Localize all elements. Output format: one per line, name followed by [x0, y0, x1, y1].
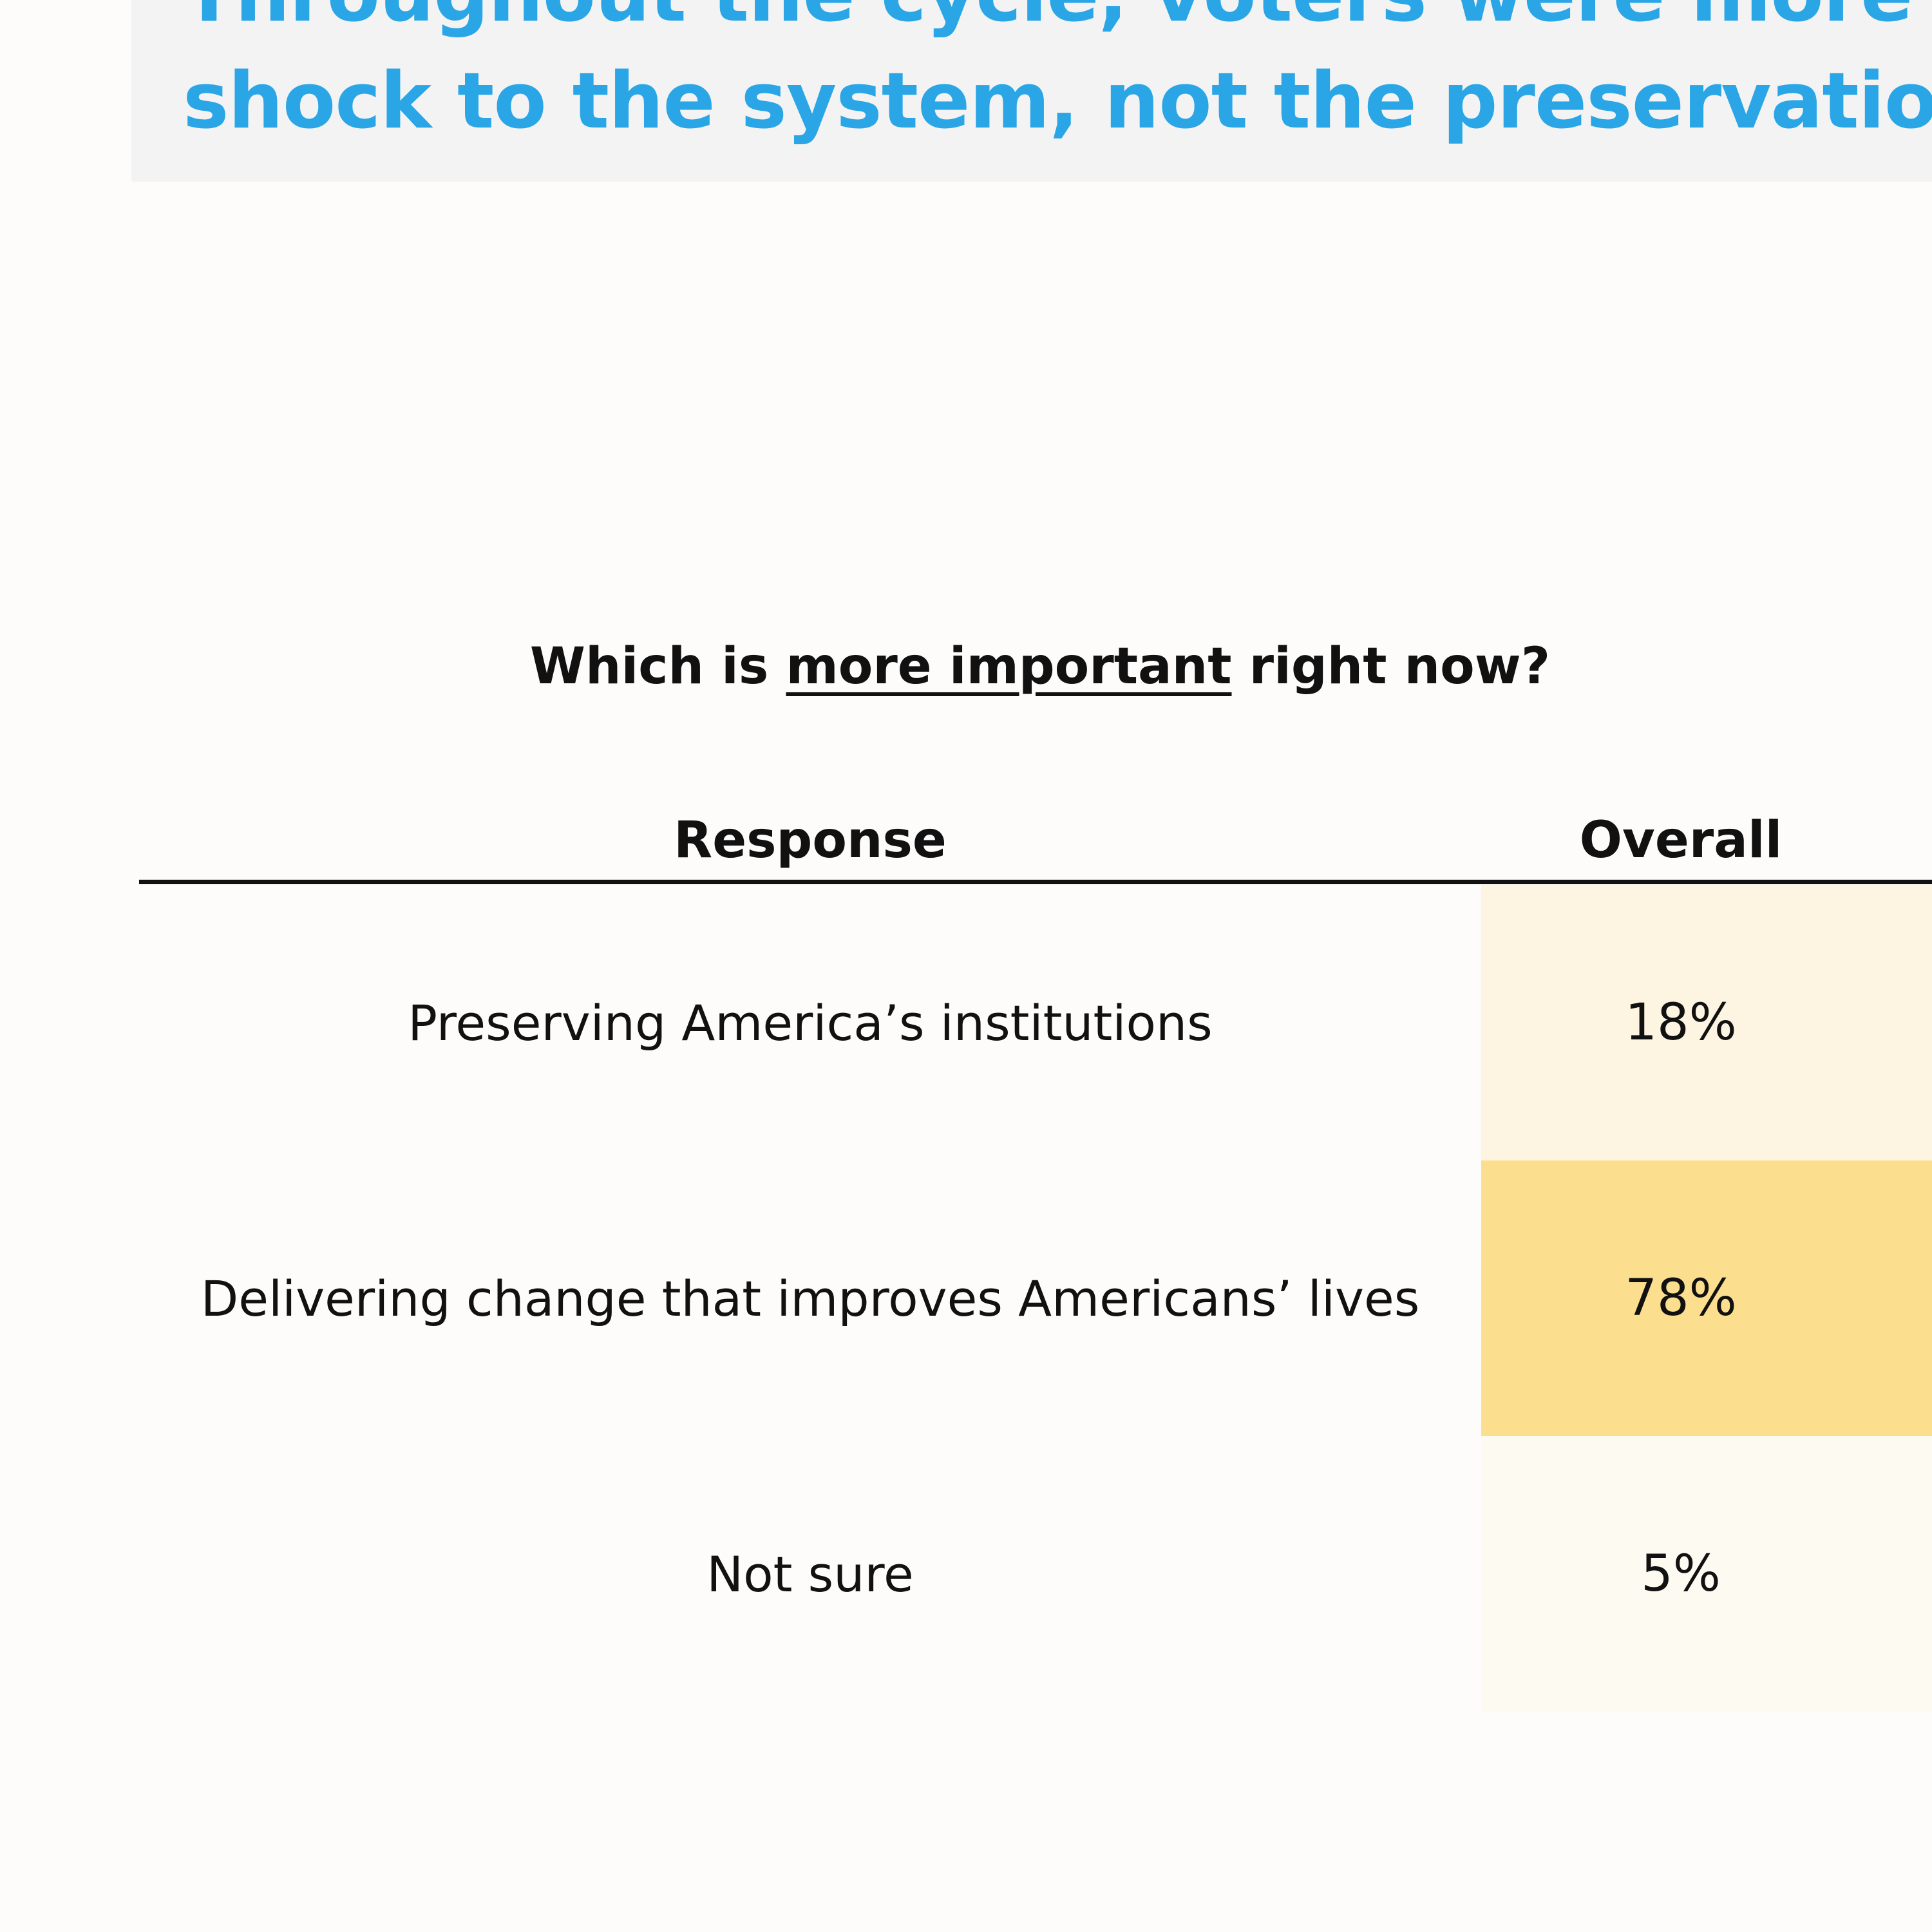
headline-line-2: shock to the system, not the preservatio…: [183, 57, 1932, 146]
table-row: Preserving America’s institutions 18%: [139, 885, 1932, 1160]
row-response: Delivering change that improves American…: [200, 1269, 1420, 1327]
question-suffix: right now?: [1231, 638, 1551, 696]
row-overall-cell: 18%: [1481, 885, 1932, 1160]
question-emphasis: more important: [786, 638, 1232, 696]
headline-band: Throughout the cycle, voters were more c…: [131, 0, 1932, 182]
row-overall-cell: 78%: [1481, 1160, 1932, 1436]
header-rule: [139, 880, 1932, 884]
row-overall-value: 18%: [1625, 994, 1737, 1052]
table-row: Delivering change that improves American…: [139, 1160, 1932, 1436]
row-response: Not sure: [706, 1545, 914, 1603]
row-overall-value: 5%: [1641, 1545, 1721, 1603]
question-prefix: Which is: [529, 638, 786, 696]
row-response: Preserving America’s institutions: [408, 994, 1213, 1052]
question-title: Which is more important right now?: [0, 634, 1932, 699]
column-header-overall-label: Overall: [1579, 811, 1783, 869]
column-header-overall: Overall: [1481, 808, 1932, 873]
row-overall-cell: 5%: [1481, 1436, 1932, 1712]
column-header-response: Response: [674, 811, 947, 869]
row-overall-value: 78%: [1625, 1269, 1737, 1327]
headline-line-1: Throughout the cycle, voters were more c: [183, 0, 1932, 40]
table-row: Not sure 5%: [139, 1436, 1932, 1712]
